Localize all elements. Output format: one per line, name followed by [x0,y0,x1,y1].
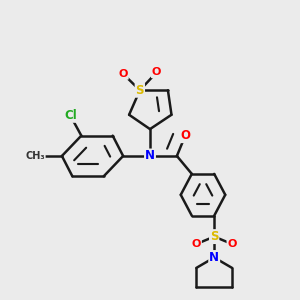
Text: N: N [209,251,219,264]
Text: Cl: Cl [64,109,76,122]
Text: S: S [210,230,218,243]
Text: O: O [227,239,237,249]
Text: O: O [118,69,128,79]
Text: CH₃: CH₃ [25,151,45,161]
Text: S: S [136,84,144,97]
Text: O: O [180,129,190,142]
Text: N: N [145,149,155,163]
Text: O: O [192,239,201,249]
Text: O: O [152,68,161,77]
